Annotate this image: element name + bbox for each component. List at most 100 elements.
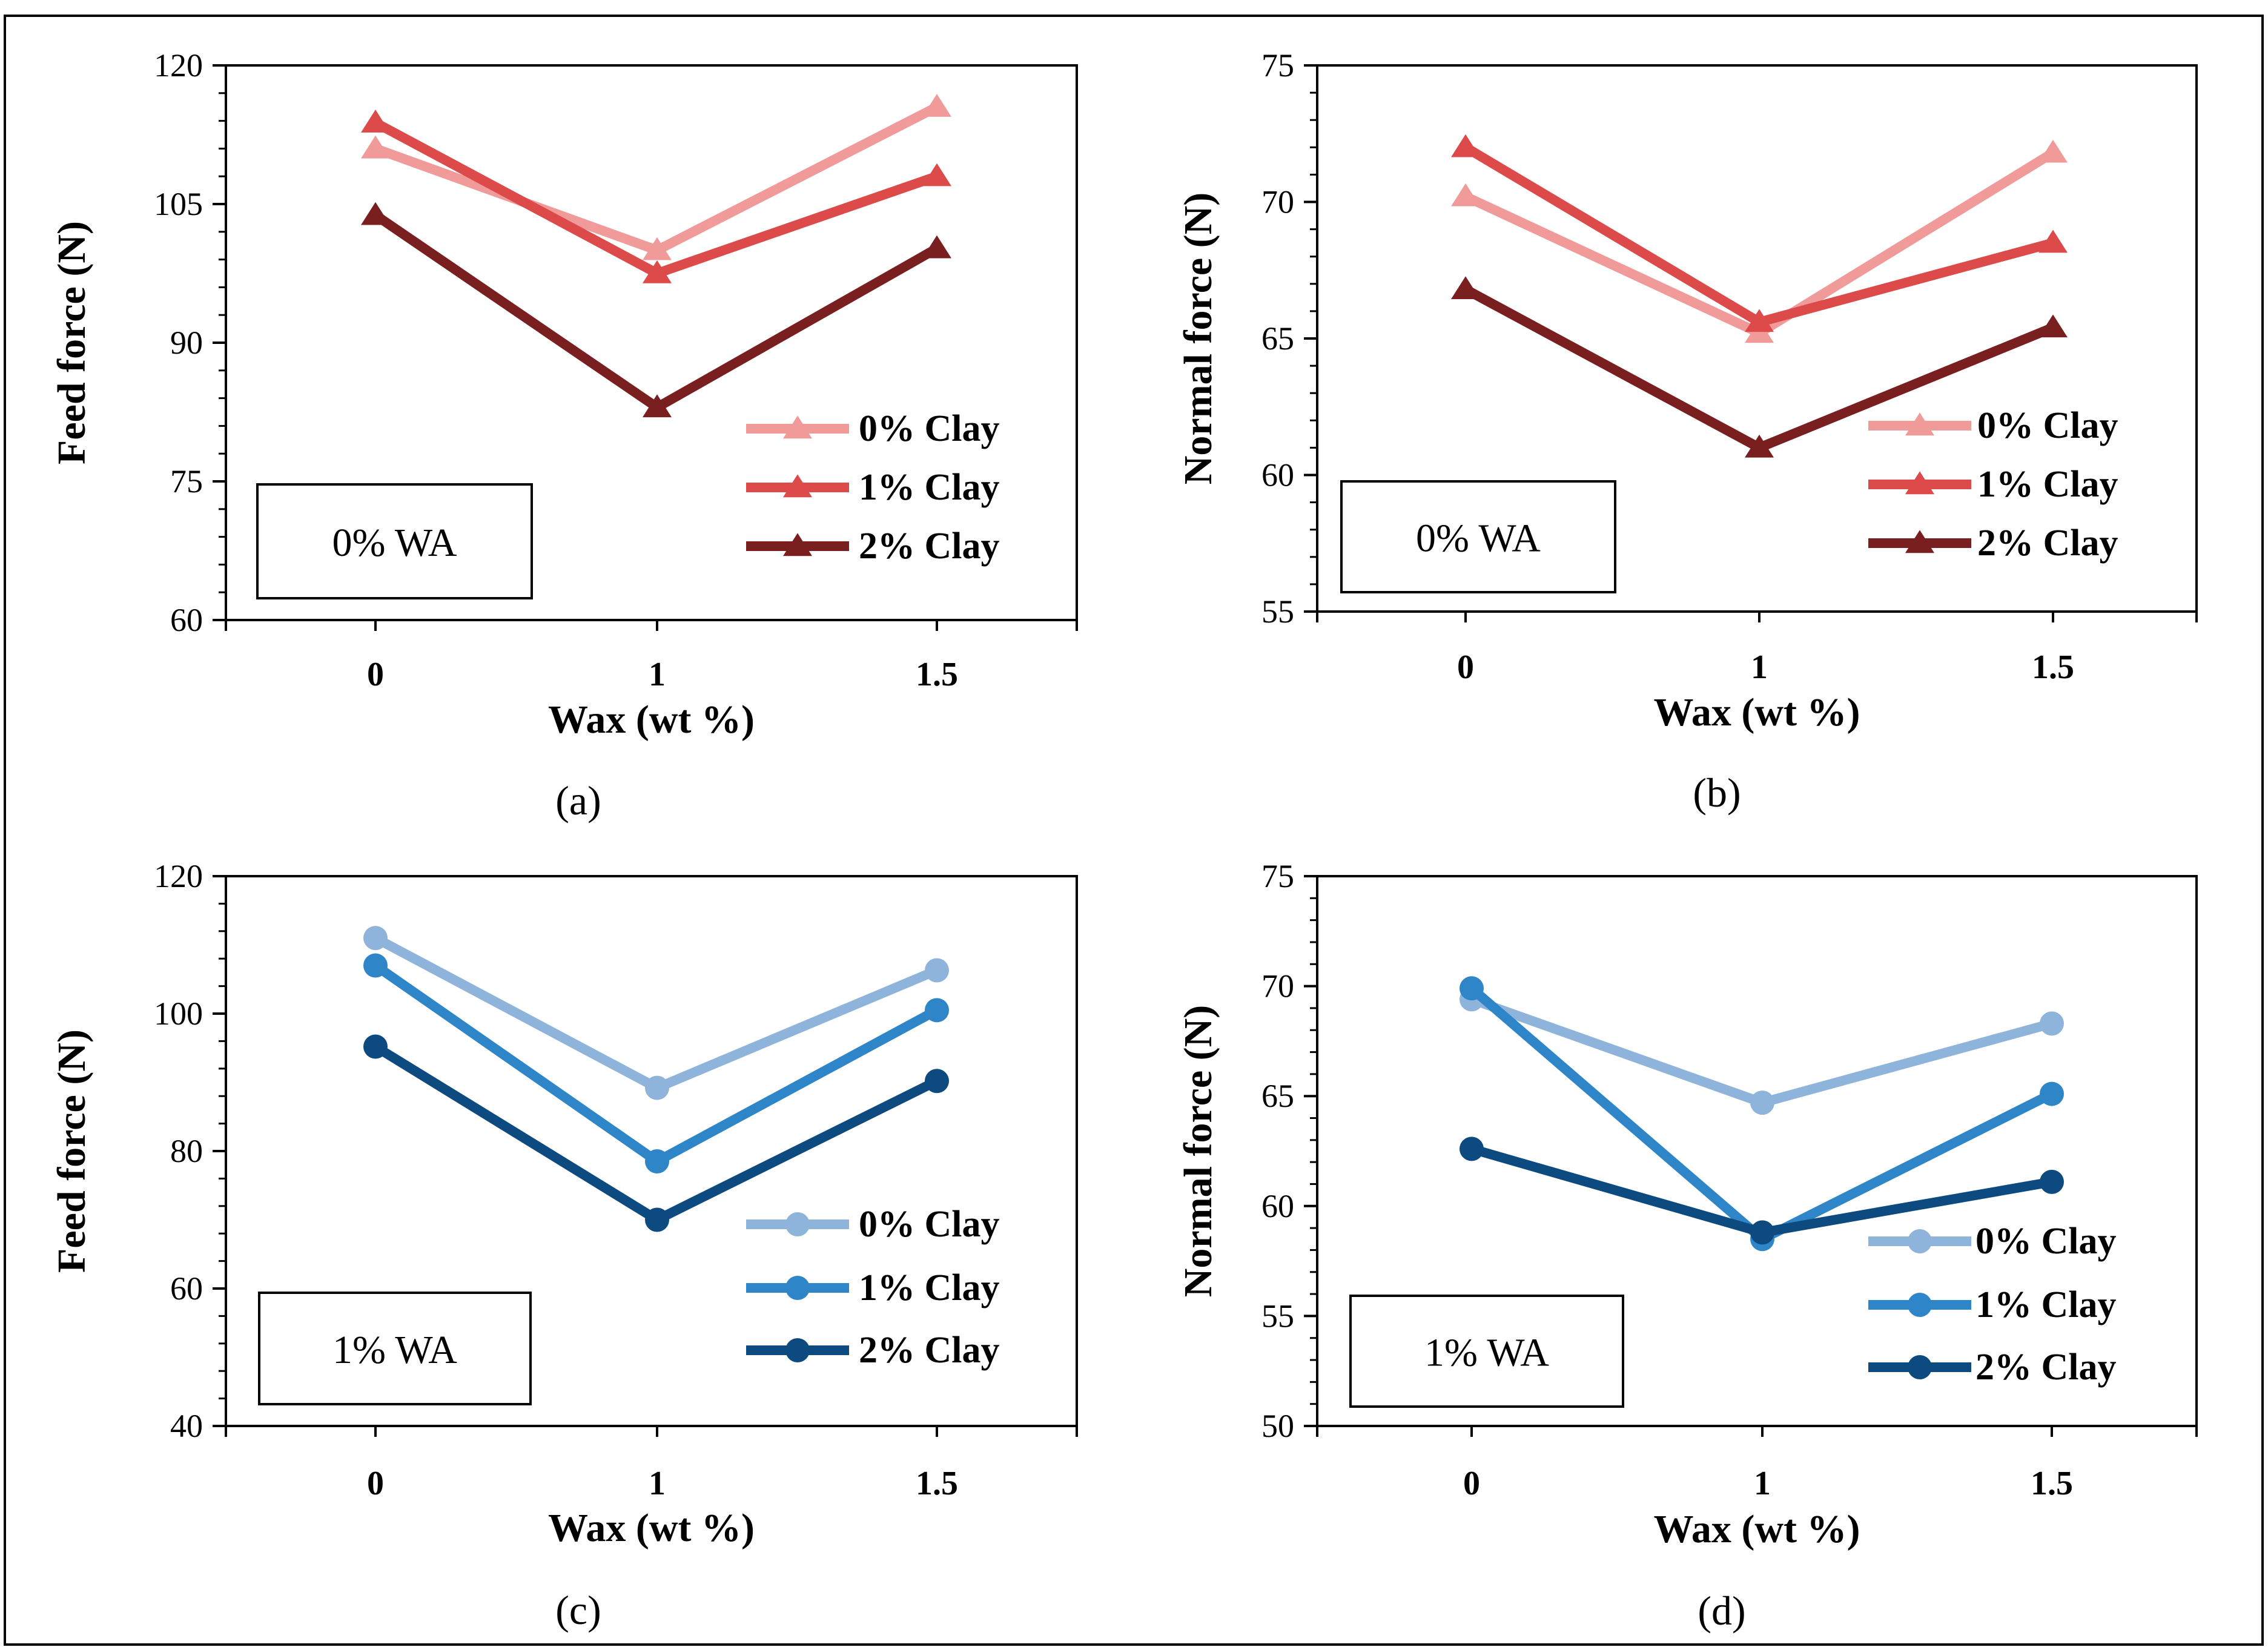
y-tick-label: 75 bbox=[1261, 47, 1294, 84]
x-tick-label: 1 bbox=[1751, 648, 1768, 686]
y-tick-label: 70 bbox=[1261, 968, 1294, 1005]
y-tick-label: 105 bbox=[154, 186, 203, 222]
condition-box-text: 0% WA bbox=[332, 521, 457, 565]
y-tick-label: 70 bbox=[1261, 184, 1294, 220]
x-tick-label: 1.5 bbox=[2032, 648, 2074, 686]
legend-swatch-marker bbox=[1908, 1355, 1932, 1379]
legend-label: 2% Clay bbox=[1975, 1347, 2117, 1388]
chart-panel-a: 60 75 90 105 120 0 1 1.5 Wax (wt %) Feed force (N… bbox=[50, 47, 1078, 823]
condition-box bbox=[256, 483, 533, 599]
data-point bbox=[645, 1075, 669, 1100]
panel-label: (a) bbox=[555, 777, 601, 823]
legend-swatch-marker bbox=[783, 415, 812, 439]
legend-swatch-marker bbox=[1908, 1229, 1932, 1253]
data-point bbox=[361, 110, 390, 133]
data-point bbox=[643, 260, 672, 283]
y-tick-label: 60 bbox=[170, 602, 203, 638]
legend-swatch-marker bbox=[783, 533, 812, 556]
data-point bbox=[922, 235, 951, 259]
x-tick-label: 1 bbox=[649, 656, 666, 693]
data-point bbox=[2038, 229, 2068, 253]
condition-box bbox=[1349, 1295, 1624, 1408]
y-tick-label: 50 bbox=[1261, 1408, 1294, 1444]
legend-label: 0% Clay bbox=[859, 408, 1000, 449]
data-point bbox=[1451, 134, 1480, 157]
x-tick-label: 1.5 bbox=[2031, 1465, 2073, 1502]
y-tick-label: 60 bbox=[1261, 1188, 1294, 1224]
y-axis-label: Normal force (N) bbox=[1176, 1005, 1220, 1298]
x-tick-label: 0 bbox=[1463, 1465, 1480, 1502]
y-tick-label: 55 bbox=[1261, 1298, 1294, 1334]
legend-label: 0% Clay bbox=[859, 1204, 1000, 1245]
data-point bbox=[363, 926, 388, 951]
legend-swatch-marker bbox=[783, 474, 812, 498]
x-axis-label: Wax (wt %) bbox=[1654, 690, 1860, 734]
legend: 0% Clay 1% Clay 2% Clay bbox=[746, 408, 1000, 567]
x-axis-label: Wax (wt %) bbox=[1654, 1507, 1860, 1551]
data-point bbox=[361, 135, 390, 159]
data-point bbox=[925, 1069, 949, 1094]
data-point bbox=[1750, 1091, 1774, 1115]
data-point bbox=[1451, 276, 1480, 300]
y-tick-label: 120 bbox=[154, 858, 203, 894]
x-tick-label: 0 bbox=[367, 656, 384, 693]
data-point bbox=[922, 94, 951, 117]
data-point bbox=[1750, 1220, 1774, 1245]
legend-swatch-marker bbox=[1908, 1293, 1932, 1317]
y-axis-label: Feed force (N) bbox=[50, 221, 94, 464]
y-tick-label: 75 bbox=[170, 463, 203, 500]
condition-box bbox=[258, 1292, 532, 1405]
y-tick-label: 80 bbox=[170, 1133, 203, 1169]
legend: 0% Clay 1% Clay 2% Clay bbox=[1868, 405, 2118, 564]
data-point bbox=[363, 953, 388, 978]
legend-swatch-marker bbox=[785, 1276, 810, 1300]
data-point bbox=[1745, 434, 1774, 458]
data-point bbox=[1460, 1137, 1484, 1161]
data-point bbox=[645, 1207, 669, 1232]
data-point bbox=[925, 958, 949, 983]
data-point bbox=[645, 1149, 669, 1174]
y-axis-label: Normal force (N) bbox=[1176, 193, 1220, 485]
legend-label: 1% Clay bbox=[859, 1267, 1000, 1308]
legend-swatch-marker bbox=[785, 1212, 810, 1236]
y-tick-label: 120 bbox=[154, 47, 203, 84]
legend-label: 2% Clay bbox=[859, 526, 1000, 567]
y-tick-label: 40 bbox=[170, 1408, 203, 1444]
legend: 0% Clay 1% Clay 2% Clay bbox=[1868, 1221, 2117, 1388]
chart-panel-c: 40 60 80 100 120 0 1 1.5 Wax (wt %) Feed force (N… bbox=[50, 858, 1078, 1633]
x-axis-label: Wax (wt %) bbox=[548, 698, 755, 742]
y-tick-label: 100 bbox=[154, 995, 203, 1032]
x-tick-label: 1 bbox=[649, 1465, 666, 1502]
data-point bbox=[2040, 1081, 2064, 1106]
legend-label: 2% Clay bbox=[1977, 523, 2118, 564]
condition-box-text: 1% WA bbox=[1424, 1331, 1549, 1375]
chart-panel-d: 50 55 60 65 70 75 0 1 1.5 Wax (wt %) Normal force … bbox=[1176, 858, 2198, 1634]
data-point bbox=[363, 1034, 388, 1059]
y-axis-label: Feed force (N) bbox=[50, 1029, 94, 1273]
legend-swatch-marker bbox=[1905, 412, 1934, 436]
y-tick-label: 55 bbox=[1261, 593, 1294, 630]
x-tick-label: 1.5 bbox=[916, 656, 958, 693]
legend-swatch-marker bbox=[1905, 530, 1934, 553]
x-tick-label: 1 bbox=[1754, 1465, 1771, 1502]
condition-box-text: 0% WA bbox=[1416, 516, 1541, 561]
data-point bbox=[1451, 183, 1480, 206]
legend: 0% Clay 1% Clay 2% Clay bbox=[746, 1204, 1000, 1371]
legend-label: 1% Clay bbox=[1975, 1284, 2117, 1325]
y-tick-label: 65 bbox=[1261, 1078, 1294, 1114]
x-tick-label: 0 bbox=[367, 1465, 384, 1502]
panel-label: (c) bbox=[555, 1587, 601, 1633]
data-point bbox=[643, 237, 672, 260]
x-tick-label: 0 bbox=[1457, 648, 1474, 686]
data-point bbox=[925, 998, 949, 1023]
data-point bbox=[2038, 314, 2068, 338]
condition-box-text: 1% WA bbox=[332, 1328, 457, 1372]
data-point bbox=[361, 202, 390, 225]
legend-label: 0% Clay bbox=[1977, 405, 2118, 446]
chart-panel-b: 55 60 65 70 75 0 1 1.5 Wax (wt %) Normal force (N… bbox=[1176, 47, 2198, 816]
legend-label: 1% Clay bbox=[859, 467, 1000, 508]
y-tick-label: 60 bbox=[170, 1270, 203, 1307]
legend-label: 0% Clay bbox=[1975, 1221, 2117, 1262]
legend-swatch-marker bbox=[1905, 471, 1934, 495]
